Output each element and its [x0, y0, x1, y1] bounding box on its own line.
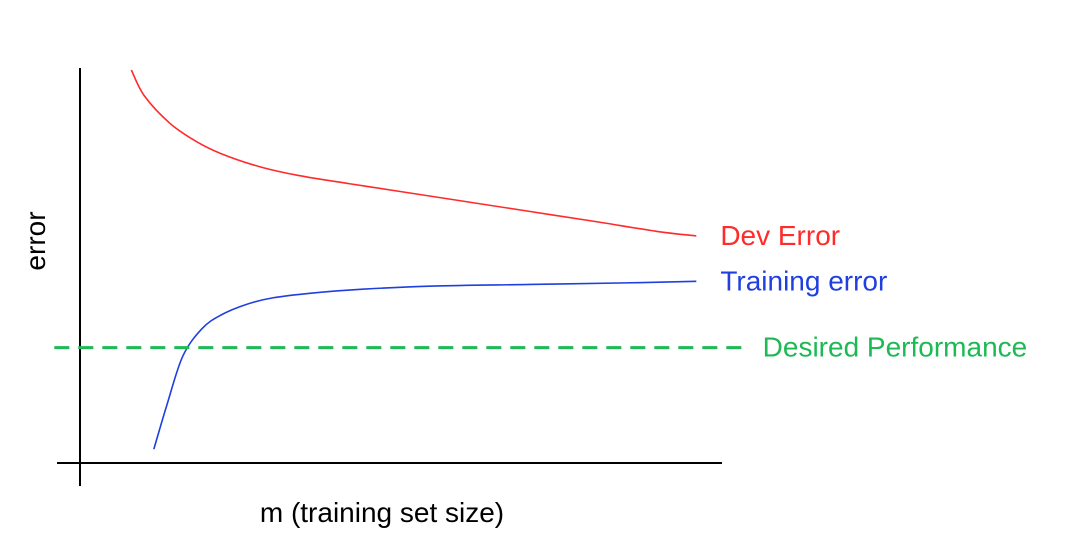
labels-layer: Dev Error Training error Desired Performan…: [20, 211, 1027, 528]
dev-error-line: [130, 69, 697, 237]
desired-performance-label: Desired Performance: [763, 332, 1028, 363]
axes-layer: [57, 68, 722, 486]
training-error-label: Training error: [720, 265, 887, 296]
series-layer: [54, 69, 748, 450]
y-axis-label: error: [20, 211, 51, 270]
training-error-line: [153, 280, 697, 450]
dev-error-label: Dev Error: [720, 220, 840, 251]
x-axis-label: m (training set size): [260, 497, 504, 528]
